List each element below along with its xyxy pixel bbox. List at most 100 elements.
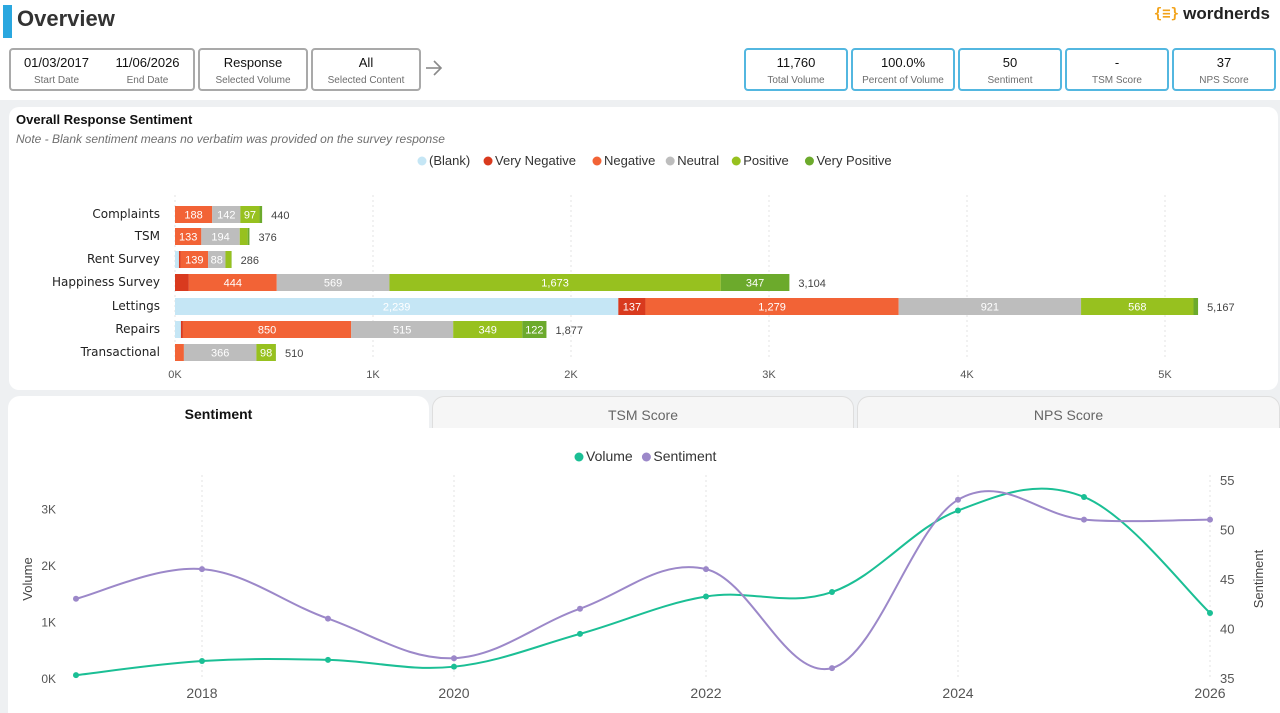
y-right-axis-label: Sentiment [1251, 549, 1266, 608]
bar-segment [389, 274, 721, 291]
sentiment-point [1081, 516, 1087, 523]
total-label: 376 [258, 232, 276, 244]
bar-segment [522, 321, 547, 338]
x-tick-label: 2K [564, 369, 578, 381]
x-tick-label: 0K [168, 369, 182, 381]
x-tick-label: 2020 [438, 685, 469, 701]
bar-segment [239, 228, 248, 245]
data-label: 122 [525, 325, 543, 337]
legend-marker [731, 156, 741, 166]
tab-nps-score[interactable]: NPS Score [857, 396, 1280, 430]
top-bar: Overview {≡} wordnerds 01/03/2017 Start … [0, 0, 1280, 100]
x-tick-label: 2024 [942, 685, 973, 701]
bar-segment [618, 298, 646, 315]
data-label: 349 [479, 325, 497, 337]
bar-segment [351, 321, 454, 338]
data-label: 188 [184, 210, 202, 222]
sentiment-point [829, 665, 835, 672]
data-label: 137 [623, 302, 641, 314]
y-left-tick-label: 1K [41, 615, 56, 629]
x-tick-label: 2022 [690, 685, 721, 701]
y-left-tick-label: 3K [41, 502, 56, 516]
total-label: 1,877 [555, 325, 583, 337]
bar-segment [1193, 298, 1199, 315]
category-label: TSM [134, 229, 160, 243]
category-label: Happiness Survey [52, 275, 160, 289]
volume-point [73, 672, 79, 679]
y-right-tick-label: 45 [1220, 572, 1234, 587]
start-date-value: 01/03/2017 [23, 55, 90, 70]
tab-sentiment[interactable]: Sentiment [8, 396, 429, 430]
data-label: 194 [211, 232, 229, 244]
end-date-filter[interactable]: 11/06/2026 End Date [102, 50, 193, 89]
volume-point [325, 656, 331, 663]
volume-point [703, 593, 709, 600]
sentiment-bar-chart: 0K 1K 2K 3K 4K 5K (Blank) Very Negative Negative… [52, 153, 1235, 381]
kpi-value: 11,760 [776, 55, 816, 70]
data-label: 1,279 [758, 302, 786, 314]
selected-content-label: Selected Content [327, 75, 405, 86]
bar-segment [256, 344, 276, 361]
start-date-label: Start Date [33, 75, 80, 86]
bar-segment [180, 251, 209, 268]
bar-segment [175, 298, 619, 315]
legend-label: Very Positive [816, 153, 891, 168]
y-left-axis-label: Volume [20, 557, 35, 600]
sentiment-point [325, 615, 331, 622]
bar-segment [188, 274, 277, 291]
bar-segment [178, 251, 181, 268]
legend-label: Volume [586, 448, 633, 464]
sentiment-point [955, 496, 961, 503]
legend-marker [641, 452, 651, 462]
logo-text: wordnerds [1183, 4, 1270, 23]
bar-segment [276, 274, 390, 291]
bar-segment [175, 321, 181, 338]
card-note: Note - Blank sentiment means no verbatim… [16, 132, 445, 146]
bar-segment [645, 298, 899, 315]
x-tick-label: 3K [762, 369, 776, 381]
bar-segment [182, 321, 352, 338]
data-label: 133 [179, 232, 197, 244]
category-label: Rent Survey [87, 252, 160, 266]
data-label: 1,673 [541, 278, 569, 290]
bar-segment [1081, 298, 1194, 315]
data-label: 139 [185, 255, 203, 267]
sentiment-bar-card: 0K 1K 2K 3K 4K 5K (Blank) Very Negative Negative… [9, 107, 1278, 390]
bar-segment [453, 321, 523, 338]
bar-segment [201, 228, 240, 245]
data-label: 850 [258, 325, 276, 337]
chart-tabs: Sentiment TSM Score NPS Score [8, 396, 1280, 430]
data-label: 515 [393, 325, 411, 337]
start-date-filter[interactable]: 01/03/2017 Start Date [11, 50, 102, 89]
kpi-value: - [1114, 55, 1120, 70]
card-title: Overall Response Sentiment [16, 112, 193, 127]
legend-marker [417, 156, 427, 166]
arrow-right-icon[interactable] [424, 58, 444, 78]
sentiment-point [199, 566, 205, 573]
legend-label: Neutral [677, 153, 719, 168]
bar-segment [175, 274, 189, 291]
volume-line [75, 487, 1211, 677]
volume-point [829, 589, 835, 596]
kpi-sentiment: 50 Sentiment [958, 48, 1062, 91]
bar-segment [259, 206, 263, 223]
data-label: 98 [260, 348, 272, 360]
legend-marker [592, 156, 602, 166]
date-range-filter[interactable]: 01/03/2017 Start Date 11/06/2026 End Dat… [9, 48, 195, 91]
kpi-tsm-score: - TSM Score [1065, 48, 1169, 91]
sentiment-point [451, 655, 457, 662]
data-label: 142 [217, 210, 235, 222]
total-label: 3,104 [798, 278, 826, 290]
category-label: Transactional [80, 345, 160, 359]
bar-segment [175, 344, 184, 361]
selected-volume-filter[interactable]: Response Selected Volume [198, 48, 308, 91]
volume-point [1081, 493, 1087, 500]
tab-tsm-score[interactable]: TSM Score [432, 396, 854, 430]
data-label: 921 [981, 302, 999, 314]
selected-content-filter[interactable]: All Selected Content [311, 48, 421, 91]
volume-point [955, 507, 961, 514]
y-right-tick-label: 50 [1220, 523, 1234, 538]
data-label: 347 [746, 278, 764, 290]
legend-marker [665, 156, 675, 166]
kpi-label: NPS Score [1199, 75, 1249, 86]
